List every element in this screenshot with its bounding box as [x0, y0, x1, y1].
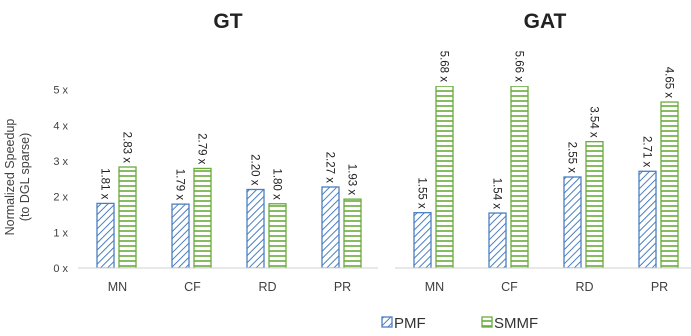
value-label: 1.93 x [346, 164, 358, 196]
y-axis-label: (to DGL sparse) [18, 133, 32, 221]
x-tick-label: RD [575, 280, 593, 294]
x-tick-label: MN [108, 280, 127, 294]
legend-label: PMF [394, 315, 426, 332]
value-label: 2.79 x [196, 133, 208, 165]
y-axis-label: Normalized Speedup [3, 119, 17, 236]
value-label: 1.55 x [416, 177, 428, 209]
value-label: 2.83 x [121, 132, 133, 164]
value-label: 2.55 x [566, 142, 578, 174]
legend-label: SMMF [494, 315, 538, 332]
legend-swatch [481, 316, 493, 328]
chart-title: GAT [524, 10, 567, 33]
bar [563, 176, 582, 268]
bar [660, 101, 679, 268]
chart-title: GT [213, 10, 242, 33]
value-label: 1.79 x [174, 169, 186, 201]
bar [118, 166, 137, 268]
bar [246, 188, 265, 268]
value-label: 5.66 x [513, 51, 525, 83]
value-label: 3.54 x [588, 106, 600, 138]
x-tick-label: MN [425, 280, 444, 294]
bar [343, 198, 362, 268]
bar [638, 170, 657, 268]
y-tick-label: 1 x [53, 227, 68, 239]
legend-swatch [381, 316, 393, 328]
bar [268, 203, 287, 268]
x-tick-label: CF [501, 280, 518, 294]
bar [171, 203, 190, 268]
bar [193, 167, 212, 268]
bar [510, 86, 529, 268]
value-label: 4.65 x [663, 67, 675, 99]
value-label: 2.71 x [641, 136, 653, 168]
value-label: 1.80 x [271, 168, 283, 200]
x-tick-label: PR [651, 280, 668, 294]
value-label: 1.54 x [491, 178, 503, 210]
y-tick-label: 3 x [53, 156, 68, 168]
bar [435, 86, 454, 268]
y-tick-label: 4 x [53, 120, 68, 132]
bar [96, 202, 115, 268]
bar [488, 212, 507, 268]
value-label: 1.81 x [99, 168, 111, 200]
value-label: 2.20 x [249, 154, 261, 186]
y-tick-label: 5 x [53, 85, 68, 97]
y-tick-label: 0 x [53, 263, 68, 275]
bar [413, 212, 432, 268]
bar [585, 141, 604, 268]
x-tick-label: RD [258, 280, 276, 294]
bar [321, 186, 340, 268]
value-label: 2.27 x [324, 152, 336, 184]
value-label: 5.68 x [438, 51, 450, 83]
y-tick-label: 2 x [53, 192, 68, 204]
x-tick-label: CF [184, 280, 201, 294]
x-tick-label: PR [334, 280, 351, 294]
